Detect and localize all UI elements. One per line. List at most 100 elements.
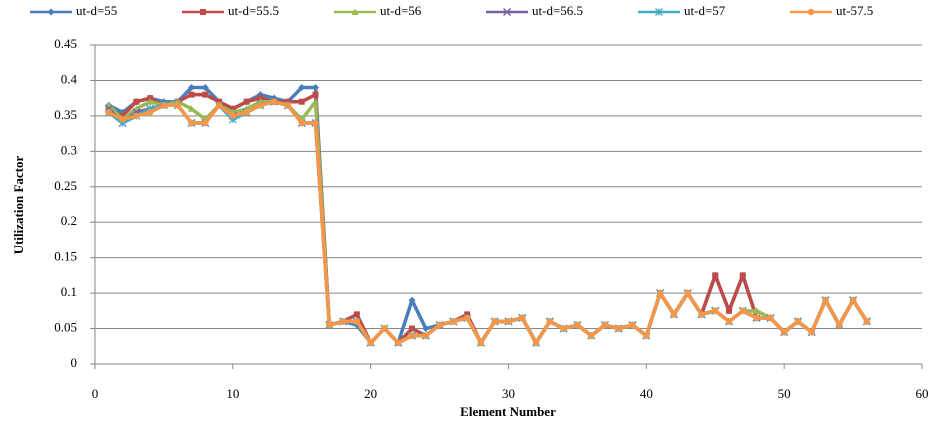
marker: [794, 318, 802, 325]
legend-label: ut-d=55: [76, 3, 117, 18]
marker: [615, 325, 622, 332]
marker: [422, 332, 429, 339]
marker: [822, 297, 829, 304]
marker: [464, 311, 471, 318]
marker: [229, 112, 237, 120]
marker: [726, 307, 733, 314]
marker: [160, 102, 168, 109]
marker: [202, 119, 209, 127]
marker: [201, 84, 209, 92]
marker: [298, 119, 305, 127]
marker: [753, 314, 760, 322]
y-tick-label: 0.1: [61, 284, 77, 299]
y-tick-label: 0.3: [61, 142, 77, 157]
marker: [312, 119, 319, 127]
marker: [326, 321, 333, 329]
marker: [656, 289, 664, 297]
marker: [229, 105, 236, 112]
marker: [187, 84, 195, 92]
marker: [753, 307, 761, 314]
marker: [353, 318, 361, 325]
y-tick-label: 0: [71, 355, 78, 370]
marker: [739, 307, 747, 315]
marker: [408, 296, 416, 304]
marker: [257, 102, 264, 109]
marker: [312, 91, 319, 98]
marker: [133, 98, 140, 105]
marker: [519, 314, 526, 322]
y-tick-label: 0.25: [54, 178, 77, 193]
x-tick-label: 60: [916, 386, 928, 401]
x-tick-label: 30: [502, 386, 515, 401]
marker: [767, 314, 774, 322]
x-tick-label: 0: [92, 386, 99, 401]
marker: [422, 325, 430, 333]
marker: [601, 321, 609, 329]
marker: [532, 339, 540, 346]
marker: [119, 112, 126, 119]
y-tick-label: 0.45: [54, 36, 77, 51]
marker: [670, 311, 678, 318]
y-axis-label: Utilization Factor: [11, 155, 26, 254]
x-tick-label: 40: [640, 386, 653, 401]
marker: [215, 102, 223, 109]
marker: [147, 95, 154, 102]
marker: [780, 328, 788, 336]
legend-marker: [502, 7, 512, 17]
marker: [629, 321, 636, 329]
marker: [119, 116, 126, 123]
series: [105, 91, 870, 346]
marker: [698, 311, 705, 318]
marker: [298, 98, 305, 105]
marker: [450, 318, 457, 325]
marker: [174, 102, 181, 109]
marker: [339, 318, 347, 325]
marker: [808, 328, 815, 336]
marker: [739, 272, 746, 279]
series: [105, 84, 871, 347]
y-tick-label: 0.2: [61, 213, 77, 228]
marker: [188, 91, 195, 98]
legend-label: ut-d=55.5: [228, 3, 279, 18]
legend-marker: [351, 8, 359, 15]
marker: [560, 325, 567, 332]
marker: [367, 339, 374, 346]
marker: [257, 95, 264, 102]
marker: [146, 109, 154, 116]
marker: [725, 318, 733, 325]
marker: [284, 98, 291, 105]
x-axis-label: Element Number: [460, 404, 556, 419]
marker: [863, 318, 871, 325]
marker: [409, 325, 416, 332]
marker: [574, 321, 581, 329]
marker: [505, 318, 512, 325]
marker: [105, 109, 112, 116]
legend-label: ut-57.5: [836, 3, 873, 18]
marker: [312, 98, 320, 105]
marker: [491, 318, 498, 325]
marker: [588, 332, 595, 339]
series: [105, 98, 871, 346]
marker: [477, 339, 485, 346]
marker: [408, 332, 416, 339]
marker: [463, 314, 471, 322]
marker: [684, 289, 691, 297]
y-tick-label: 0.35: [54, 107, 77, 122]
marker: [836, 321, 843, 329]
marker: [546, 318, 554, 325]
marker: [270, 98, 278, 105]
marker: [243, 109, 250, 116]
marker: [395, 339, 402, 346]
legend-marker: [655, 8, 663, 16]
legend-marker: [200, 9, 206, 15]
marker: [381, 325, 388, 332]
marker: [436, 321, 443, 329]
marker: [202, 91, 209, 98]
legend-label: ut-d=57: [684, 3, 726, 18]
marker: [187, 105, 195, 112]
x-tick-label: 20: [364, 386, 377, 401]
marker: [712, 307, 719, 315]
marker: [712, 272, 719, 279]
y-tick-label: 0.15: [54, 249, 77, 264]
y-tick-label: 0.05: [54, 320, 77, 335]
